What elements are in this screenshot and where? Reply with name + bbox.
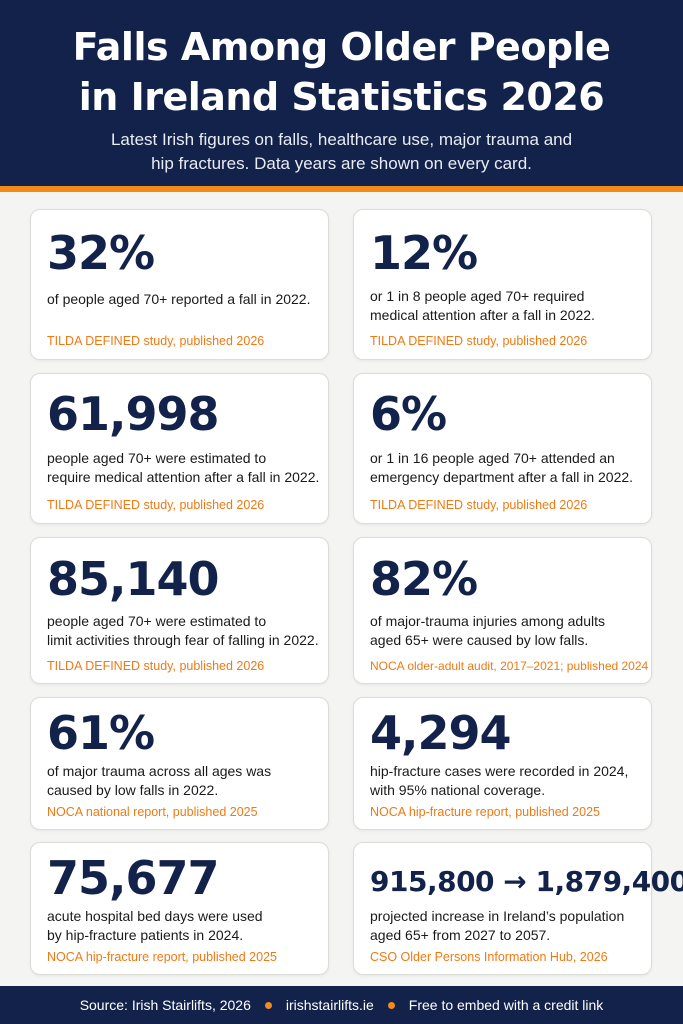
subtitle-line-2: hip fractures. Data years are shown on e… <box>151 154 532 173</box>
stat-card-fear-of-falling: 85,140 people aged 70+ were estimated to… <box>30 537 329 684</box>
stat-value: 915,800 → 1,879,400 <box>370 865 683 898</box>
stat-source: NOCA older-adult audit, 2017–2021; publi… <box>370 659 649 673</box>
stat-description: or 1 in 8 people aged 70+ required medic… <box>370 288 595 323</box>
page-title: Falls Among Older People in Ireland Stat… <box>0 22 683 122</box>
stat-card-hip-fracture-cases: 4,294 hip-fracture cases were recorded i… <box>353 697 652 830</box>
page-subtitle: Latest Irish figures on falls, healthcar… <box>0 128 683 176</box>
stat-source: NOCA national report, published 2025 <box>47 805 258 819</box>
stat-value: 12% <box>370 226 478 280</box>
footer-source: Source: Irish Stairlifts, 2026 <box>79 997 251 1013</box>
stat-description: people aged 70+ were estimated to limit … <box>47 613 319 648</box>
title-line-1: Falls Among Older People <box>72 25 611 69</box>
subtitle-line-1: Latest Irish figures on falls, healthcar… <box>110 130 573 149</box>
stat-source: NOCA hip-fracture report, published 2025 <box>370 805 600 819</box>
stat-value: 4,294 <box>370 706 512 760</box>
stat-card-medical-attention-percent: 12% or 1 in 8 people aged 70+ required m… <box>353 209 652 360</box>
title-line-2: in Ireland Statistics 2026 <box>78 75 605 119</box>
stat-description: or 1 in 16 people aged 70+ attended an e… <box>370 450 634 485</box>
footer-website-link[interactable]: irishstairlifts.ie <box>285 997 374 1013</box>
stat-value: 85,140 <box>47 552 220 606</box>
stat-source: TILDA DEFINED study, published 2026 <box>370 498 588 512</box>
stat-source: TILDA DEFINED study, published 2026 <box>47 659 265 673</box>
stat-value: 61,998 <box>47 387 220 441</box>
stat-card-hospital-bed-days: 75,677 acute hospital bed days were used… <box>30 842 329 975</box>
bullet-icon <box>387 1001 395 1009</box>
header-banner: Falls Among Older People in Ireland Stat… <box>0 0 683 186</box>
stat-value: 82% <box>370 552 478 606</box>
stat-description: of people aged 70+ reported a fall in 20… <box>47 291 311 307</box>
stat-source: NOCA hip-fracture report, published 2025 <box>47 950 277 964</box>
stat-source: TILDA DEFINED study, published 2026 <box>47 334 265 348</box>
stat-description: of major-trauma injuries among adults ag… <box>370 613 605 648</box>
stat-card-falls-reported: 32% of people aged 70+ reported a fall i… <box>30 209 329 360</box>
stat-value: 32% <box>47 226 155 280</box>
footer-embed-note: Free to embed with a credit link <box>408 997 604 1013</box>
stat-card-medical-attention-count: 61,998 people aged 70+ were estimated to… <box>30 373 329 524</box>
stat-source: CSO Older Persons Information Hub, 2026 <box>370 950 608 964</box>
stat-source: TILDA DEFINED study, published 2026 <box>370 334 588 348</box>
stat-value: 61% <box>47 706 155 760</box>
header-accent-bar <box>0 186 683 192</box>
stat-description: acute hospital bed days were used by hip… <box>47 908 263 943</box>
footer-bar: Source: Irish Stairlifts, 2026 irishstair… <box>0 986 683 1024</box>
stat-card-population-projection: 915,800 → 1,879,400 projected increase i… <box>353 842 683 975</box>
stat-source: TILDA DEFINED study, published 2026 <box>47 498 265 512</box>
stat-value: 75,677 <box>47 851 220 905</box>
stat-card-emergency-department: 6% or 1 in 16 people aged 70+ attended a… <box>353 373 652 524</box>
bullet-icon <box>264 1001 272 1009</box>
stat-card-major-trauma-all-ages: 61% of major trauma across all ages was … <box>30 697 329 830</box>
stat-description: projected increase in Ireland’s populati… <box>370 908 625 943</box>
stat-description: of major trauma across all ages was caus… <box>47 763 272 798</box>
stat-card-major-trauma-older-adults: 82% of major-trauma injuries among adult… <box>353 537 652 684</box>
stat-description: people aged 70+ were estimated to requir… <box>47 450 320 485</box>
stat-description: hip-fracture cases were recorded in 2024… <box>370 763 629 798</box>
stat-value: 6% <box>370 387 447 441</box>
